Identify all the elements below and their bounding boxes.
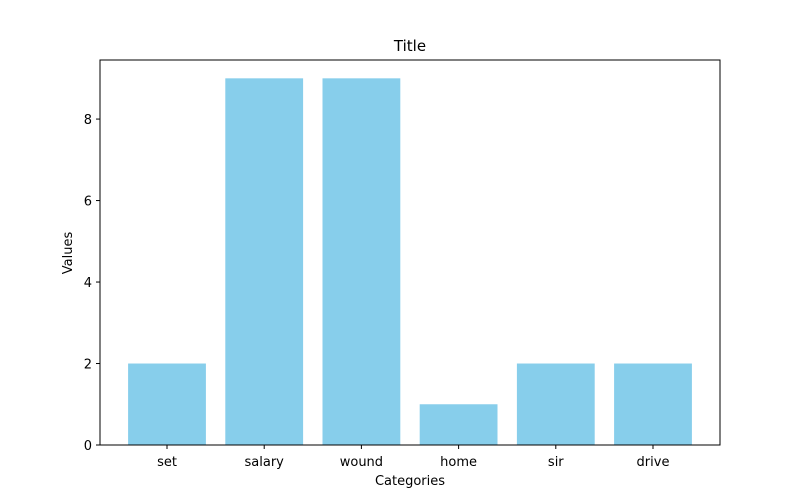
x-tick-label-set: set [157, 455, 177, 470]
bar-home [419, 404, 498, 445]
y-tick-label-6: 6 [84, 195, 92, 210]
bars-group [128, 78, 692, 445]
bar-wound [322, 78, 401, 445]
y-tick-label-4: 4 [84, 276, 92, 291]
y-tick-label-8: 8 [84, 113, 92, 128]
x-axis: set salary wound home sir drive [157, 445, 669, 470]
x-tick-label-wound: wound [340, 455, 383, 470]
bar-set [128, 363, 206, 445]
bar-salary [225, 78, 304, 445]
x-tick-label-sir: sir [548, 455, 564, 470]
chart-title: Title [393, 37, 426, 55]
y-tick-label-0: 0 [84, 439, 92, 454]
x-tick-label-drive: drive [637, 455, 670, 470]
y-tick-label-2: 2 [84, 358, 92, 373]
y-axis-label: Values [61, 232, 76, 275]
x-tick-label-home: home [440, 455, 477, 470]
bar-drive [614, 363, 692, 445]
plot-frame [99, 59, 721, 446]
x-tick-label-salary: salary [245, 455, 285, 470]
x-axis-label: Categories [375, 474, 445, 489]
y-axis: 0 2 4 6 8 [84, 113, 100, 454]
bar-sir [516, 363, 595, 445]
